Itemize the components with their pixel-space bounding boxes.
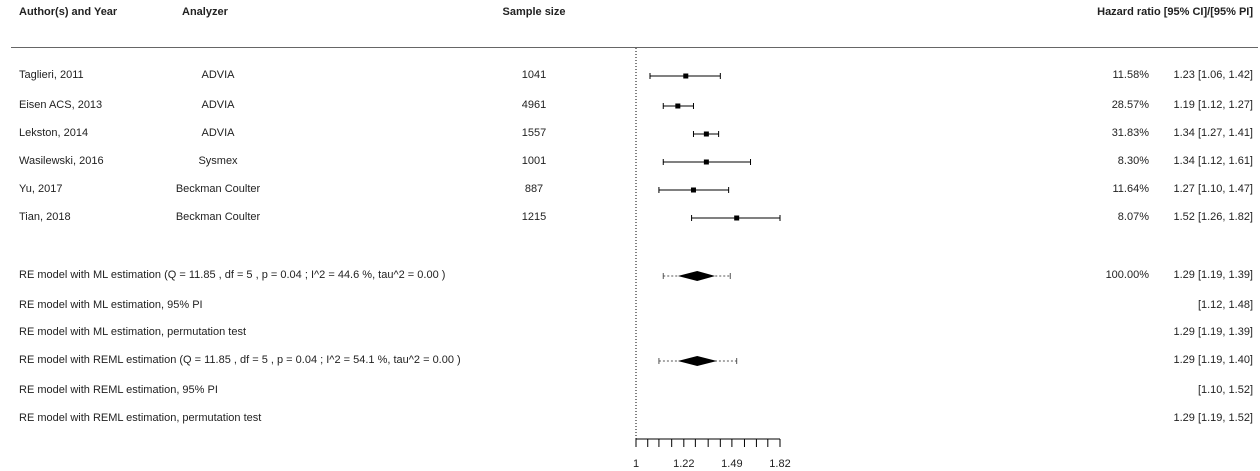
summary-hr-ci: 1.29 [1.19, 1.52] [1173, 412, 1253, 424]
summary-hr-ci: [1.12, 1.48] [1197, 299, 1253, 311]
x-tick-label: 1.82 [769, 458, 790, 470]
study-hr-ci: 1.34 [1.12, 1.61] [1173, 155, 1253, 167]
study-weight: 31.83% [1111, 127, 1149, 139]
summary-hr-ci: 1.29 [1.19, 1.40] [1173, 354, 1253, 366]
study-weight: 8.30% [1117, 155, 1149, 167]
summary-hr-ci: [1.10, 1.52] [1197, 384, 1253, 396]
analyzer-name: Beckman Coulter [175, 211, 261, 223]
point-estimate [675, 103, 681, 109]
sample-size: 1001 [521, 155, 547, 167]
study-name: Taglieri, 2011 [19, 69, 84, 81]
study-weight: 28.57% [1111, 99, 1149, 111]
point-estimate [734, 215, 740, 221]
study-name: Wasilewski, 2016 [19, 155, 104, 167]
analyzer-name: Beckman Coulter [175, 183, 261, 195]
summary-label: RE model with REML estimation, 95% PI [19, 384, 218, 396]
sample-size: 1041 [521, 69, 547, 81]
point-estimate [703, 131, 709, 137]
analyzer-name: ADVIA [201, 99, 235, 111]
study-name: Eisen ACS, 2013 [19, 99, 103, 111]
sample-size: 887 [524, 183, 544, 195]
header-analyzer: Analyzer [182, 6, 228, 18]
point-estimate [703, 159, 709, 165]
study-hr-ci: 1.23 [1.06, 1.42] [1173, 69, 1253, 81]
study-name: Yu, 2017 [19, 183, 63, 195]
study-name: Tian, 2018 [19, 211, 71, 223]
header-study: Author(s) and Year [19, 6, 118, 18]
header-divider [11, 47, 1258, 48]
summary-label: RE model with ML estimation, permutation… [19, 326, 247, 338]
point-estimate [690, 187, 696, 193]
study-weight: 8.07% [1117, 211, 1149, 223]
sample-size: 1215 [521, 211, 547, 223]
sample-size: 1557 [521, 127, 547, 139]
summary-label: RE model with REML estimation, permutati… [19, 412, 262, 424]
summary-hr-ci: 1.29 [1.19, 1.39] [1173, 269, 1253, 281]
x-tick-label: 1.49 [721, 458, 742, 470]
study-weight: 11.64% [1112, 183, 1150, 195]
study-weight: 11.58% [1112, 69, 1150, 81]
x-tick-label: 1.22 [673, 458, 694, 470]
point-estimate [683, 73, 689, 79]
summary-diamond [677, 356, 717, 366]
summary-label: RE model with ML estimation (Q = 11.85 ,… [19, 269, 446, 281]
summary-hr-ci: 1.29 [1.19, 1.39] [1173, 326, 1253, 338]
summary-label: RE model with REML estimation (Q = 11.85… [19, 354, 461, 366]
study-hr-ci: 1.34 [1.27, 1.41] [1173, 127, 1253, 139]
study-name: Lekston, 2014 [19, 127, 89, 139]
summary-diamond [677, 271, 716, 281]
sample-size: 4961 [521, 99, 547, 111]
summary-weight: 100.00% [1105, 269, 1149, 281]
x-tick-label: 1 [633, 458, 639, 470]
study-hr-ci: 1.27 [1.10, 1.47] [1173, 183, 1253, 195]
analyzer-name: Sysmex [198, 155, 238, 167]
header-sample-size: Sample size [502, 6, 566, 18]
header-hazard-ratio: Hazard ratio [95% CI]/[95% PI] [1097, 6, 1253, 18]
study-hr-ci: 1.52 [1.26, 1.82] [1173, 211, 1253, 223]
analyzer-name: ADVIA [201, 69, 235, 81]
summary-label: RE model with ML estimation, 95% PI [19, 299, 203, 311]
analyzer-name: ADVIA [201, 127, 235, 139]
study-hr-ci: 1.19 [1.12, 1.27] [1173, 99, 1253, 111]
